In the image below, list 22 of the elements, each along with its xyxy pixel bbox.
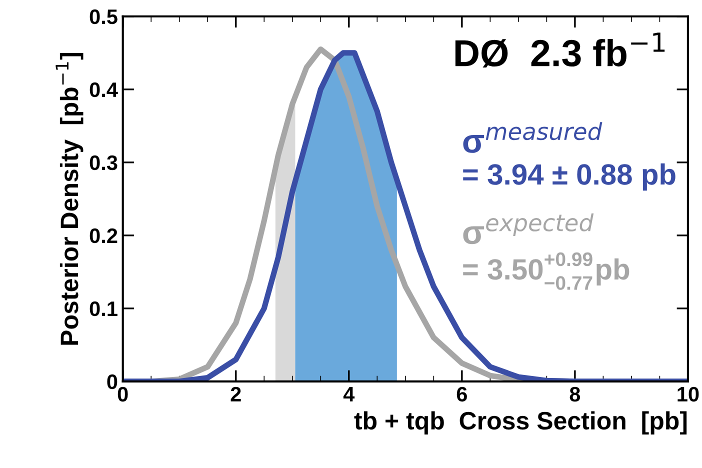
- x-tick-label: 4: [343, 387, 355, 402]
- y-tick-label: 0.4: [90, 82, 118, 98]
- x-tick-label: 6: [456, 386, 467, 402]
- annotation: DØ 2.3 fb$^{−1}$: [455, 32, 665, 68]
- y-tick-label: 0.5: [90, 9, 118, 24]
- annotation: pb: [596, 258, 630, 286]
- x-tick-label: 8: [570, 386, 580, 402]
- x-tick-label: 2: [230, 386, 241, 402]
- annotation: = 3.94 ± 0.88 pb: [463, 163, 676, 191]
- x-axis-title: tb + tqb Cross Section [pb]: [354, 411, 687, 435]
- annotation: +0.99: [544, 252, 592, 266]
- y-tick-label: 0: [107, 374, 118, 390]
- y-tick-label: 0.1: [90, 301, 118, 316]
- y-tick-label: 0.2: [90, 228, 118, 244]
- y-tick-label: 0.3: [90, 155, 118, 170]
- annotation: −0.77: [544, 276, 592, 290]
- annotation: σ$^{measured}$: [463, 122, 602, 153]
- x-tick-label: 10: [678, 386, 699, 402]
- annotation: = 3.50: [463, 259, 543, 280]
- annotation: σ$^{expected}$: [463, 213, 594, 244]
- x-tick-label: 0: [118, 386, 128, 402]
- y-axis-title: Posterior Density [pb$^{−1}$]: [56, 52, 84, 345]
